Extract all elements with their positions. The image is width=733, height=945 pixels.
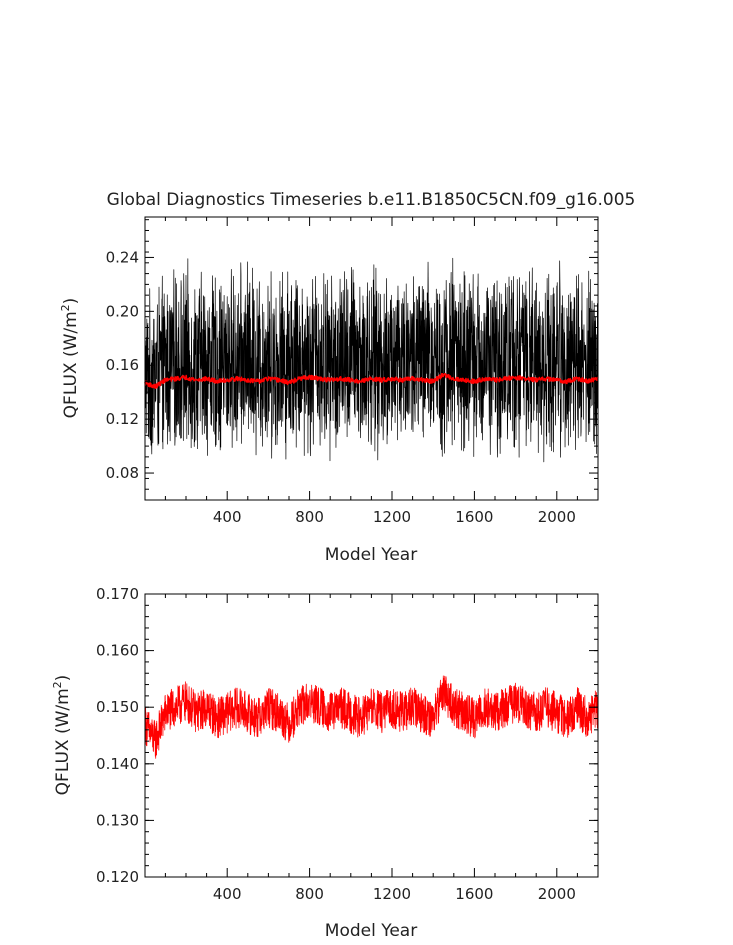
y-tick-label: 0.170 — [96, 585, 139, 603]
x-axis-top: 400 800 1200 1600 2000 — [164, 217, 578, 526]
y-tick-label: 0.160 — [96, 642, 139, 660]
plot-frame-bottom — [144, 593, 599, 878]
x-tick-label: 2000 — [538, 885, 576, 903]
x-tick-label: 1600 — [455, 885, 493, 903]
y-tick-label: 0.08 — [106, 464, 139, 482]
y-tick-label: 0.150 — [96, 698, 139, 716]
x-tick-label: 2000 — [538, 508, 576, 526]
x-tick-label: 1600 — [455, 508, 493, 526]
x-tick-label: 800 — [295, 508, 324, 526]
y-tick-label: 0.16 — [106, 356, 139, 374]
y-axis-label-top: QFLUX (W/m2) — [59, 298, 81, 419]
y-axis-bottom: 0.120 0.130 0.140 0.150 0.160 0.170 — [96, 585, 598, 886]
chart-title: Global Diagnostics Timeseries b.e11.B185… — [107, 190, 636, 210]
top-chart: Global Diagnostics Timeseries b.e11.B185… — [59, 190, 635, 565]
series-line — [144, 257, 599, 463]
y-tick-label: 0.12 — [106, 410, 139, 428]
y-tick-label: 0.20 — [106, 302, 139, 320]
x-tick-label: 1200 — [373, 508, 411, 526]
x-axis-label-bottom: Model Year — [325, 921, 417, 941]
x-axis-bottom: 400 800 1200 1600 2000 — [164, 594, 578, 903]
x-tick-label: 400 — [213, 508, 242, 526]
x-tick-label: 1200 — [373, 885, 411, 903]
y-tick-label: 0.130 — [96, 811, 139, 829]
plot-area-bottom — [144, 675, 599, 759]
x-axis-label-top: Model Year — [325, 545, 417, 565]
y-tick-label: 0.120 — [96, 868, 139, 886]
x-tick-label: 400 — [213, 885, 242, 903]
bottom-chart: 0.120 0.130 0.140 0.150 0.160 0.170 400 800 120… — [51, 585, 599, 941]
x-tick-label: 800 — [295, 885, 324, 903]
y-axis-top: 0.08 0.12 0.16 0.20 0.24 — [106, 219, 598, 501]
y-tick-label: 0.24 — [106, 248, 139, 266]
y-tick-label: 0.140 — [96, 755, 139, 773]
series-line — [144, 372, 599, 389]
plot-area-top — [144, 257, 599, 463]
y-axis-label-bottom: QFLUX (W/m2) — [51, 675, 73, 796]
series-line — [144, 675, 599, 759]
